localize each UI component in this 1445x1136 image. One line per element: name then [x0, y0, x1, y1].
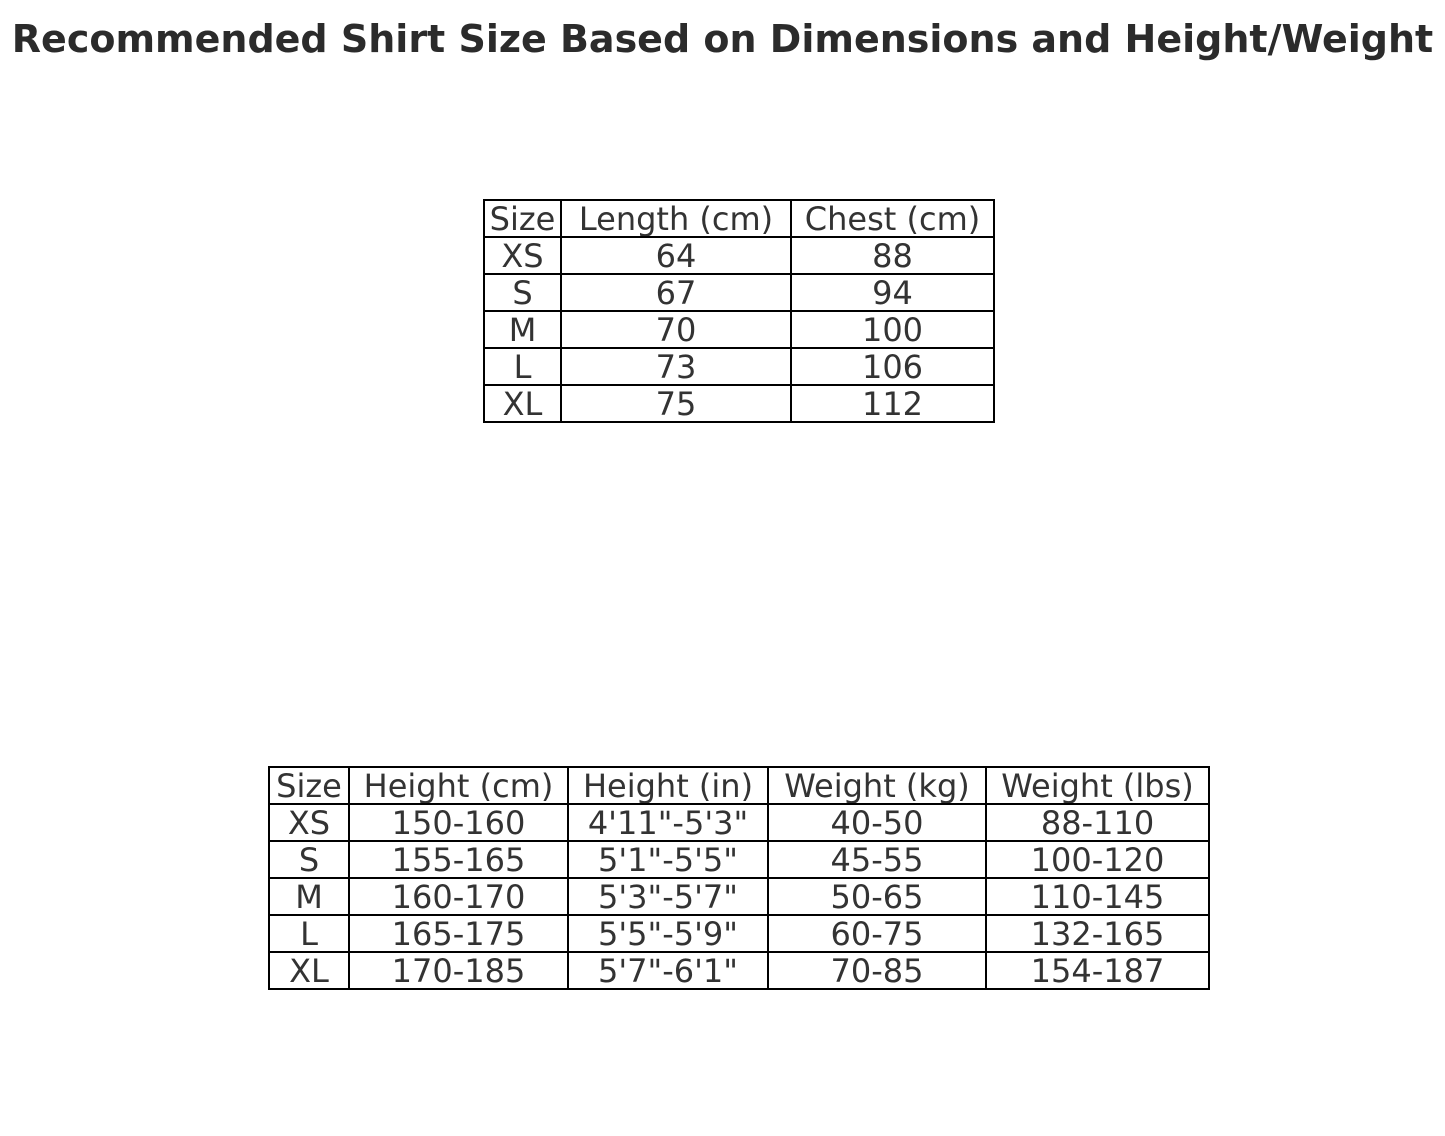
- column-header: Height (cm): [348, 766, 569, 805]
- value-cell: 40-50: [767, 803, 987, 842]
- value-cell: 73: [560, 347, 792, 386]
- column-header: Height (in): [567, 766, 769, 805]
- value-cell: 155-165: [348, 840, 569, 879]
- table-row: S 67 94: [483, 273, 995, 312]
- value-cell: 100-120: [985, 840, 1210, 879]
- column-header: Size: [483, 199, 562, 238]
- column-header: Size: [268, 766, 350, 805]
- size-cell: XL: [483, 384, 562, 423]
- table-row: M 160-170 5'3"-5'7" 50-65 110-145: [268, 877, 1210, 916]
- value-cell: 132-165: [985, 914, 1210, 953]
- value-cell: 106: [790, 347, 995, 386]
- figure-title: Recommended Shirt Size Based on Dimensio…: [11, 17, 1434, 61]
- table-row: XS 150-160 4'11"-5'3" 40-50 88-110: [268, 803, 1210, 842]
- value-cell: 5'5"-5'9": [567, 914, 769, 953]
- header-row: Size Height (cm) Height (in) Weight (kg) Wei…: [268, 766, 1210, 805]
- value-cell: 5'3"-5'7": [567, 877, 769, 916]
- value-cell: 64: [560, 236, 792, 275]
- value-cell: 88: [790, 236, 995, 275]
- column-header: Chest (cm): [790, 199, 995, 238]
- table-row: XS 64 88: [483, 236, 995, 275]
- value-cell: 50-65: [767, 877, 987, 916]
- table-row: S 155-165 5'1"-5'5" 45-55 100-120: [268, 840, 1210, 879]
- column-header: Weight (kg): [767, 766, 987, 805]
- size-cell: XL: [268, 951, 350, 990]
- value-cell: 160-170: [348, 877, 569, 916]
- table-row: XL 75 112: [483, 384, 995, 423]
- table-row: M 70 100: [483, 310, 995, 349]
- shirt-dimensions-table: Size Length (cm) Chest (cm) XS 64 88 S 67 94 M 70 1…: [483, 199, 995, 423]
- value-cell: 112: [790, 384, 995, 423]
- size-cell: S: [268, 840, 350, 879]
- value-cell: 5'1"-5'5": [567, 840, 769, 879]
- column-header: Weight (lbs): [985, 766, 1210, 805]
- value-cell: 94: [790, 273, 995, 312]
- value-cell: 67: [560, 273, 792, 312]
- size-cell: M: [483, 310, 562, 349]
- size-cell: S: [483, 273, 562, 312]
- value-cell: 5'7"-6'1": [567, 951, 769, 990]
- value-cell: 45-55: [767, 840, 987, 879]
- column-header: Length (cm): [560, 199, 792, 238]
- size-cell: XS: [483, 236, 562, 275]
- value-cell: 100: [790, 310, 995, 349]
- value-cell: 70-85: [767, 951, 987, 990]
- value-cell: 165-175: [348, 914, 569, 953]
- value-cell: 154-187: [985, 951, 1210, 990]
- size-cell: L: [268, 914, 350, 953]
- header-row: Size Length (cm) Chest (cm): [483, 199, 995, 238]
- value-cell: 4'11"-5'3": [567, 803, 769, 842]
- table-row: L 165-175 5'5"-5'9" 60-75 132-165: [268, 914, 1210, 953]
- height-weight-table: Size Height (cm) Height (in) Weight (kg) Wei…: [268, 766, 1210, 990]
- value-cell: 75: [560, 384, 792, 423]
- value-cell: 110-145: [985, 877, 1210, 916]
- size-cell: L: [483, 347, 562, 386]
- value-cell: 60-75: [767, 914, 987, 953]
- value-cell: 70: [560, 310, 792, 349]
- value-cell: 88-110: [985, 803, 1210, 842]
- table-row: L 73 106: [483, 347, 995, 386]
- table-row: XL 170-185 5'7"-6'1" 70-85 154-187: [268, 951, 1210, 990]
- size-cell: M: [268, 877, 350, 916]
- size-cell: XS: [268, 803, 350, 842]
- value-cell: 150-160: [348, 803, 569, 842]
- value-cell: 170-185: [348, 951, 569, 990]
